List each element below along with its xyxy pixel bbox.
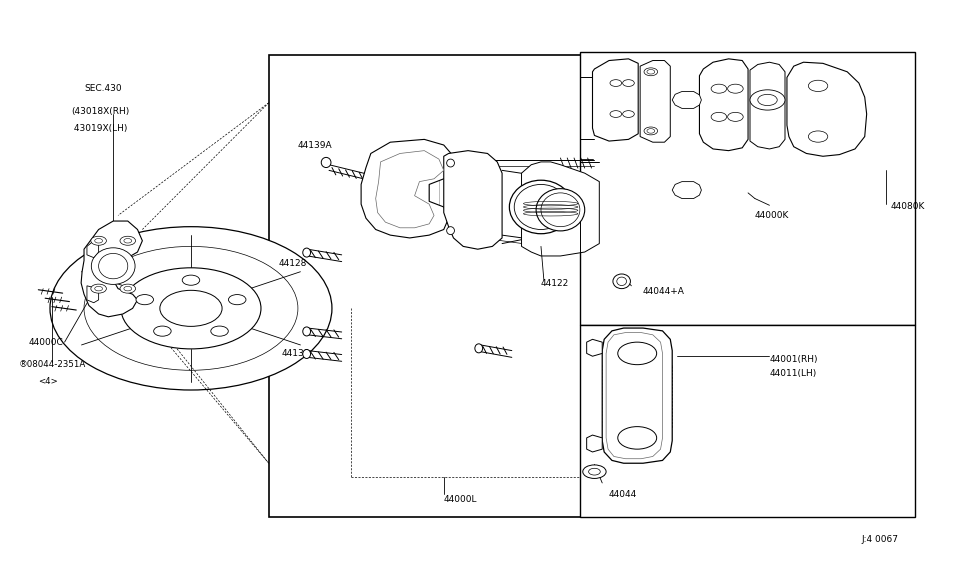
Text: 44011(LH): 44011(LH) — [769, 368, 817, 378]
Circle shape — [124, 238, 132, 243]
Text: 44044+A: 44044+A — [644, 287, 684, 296]
Polygon shape — [87, 241, 98, 258]
Polygon shape — [375, 151, 444, 228]
Bar — [580, 325, 916, 517]
Text: ®08044-2351A: ®08044-2351A — [19, 360, 86, 369]
Circle shape — [727, 112, 743, 121]
Text: 43019X(LH): 43019X(LH) — [71, 123, 128, 132]
Polygon shape — [87, 286, 98, 303]
Polygon shape — [787, 62, 867, 156]
Circle shape — [610, 80, 622, 87]
Circle shape — [647, 128, 655, 133]
Text: 44122: 44122 — [541, 278, 569, 288]
Circle shape — [644, 127, 658, 135]
Text: J:4 0067: J:4 0067 — [862, 535, 899, 544]
Text: (43018X(RH): (43018X(RH) — [71, 107, 130, 115]
Circle shape — [589, 468, 601, 475]
Circle shape — [623, 80, 635, 87]
Bar — [269, 55, 653, 517]
Circle shape — [750, 90, 785, 110]
Circle shape — [228, 294, 246, 305]
Ellipse shape — [541, 193, 580, 226]
Circle shape — [182, 275, 200, 285]
Polygon shape — [593, 59, 639, 141]
Circle shape — [91, 284, 106, 293]
Circle shape — [647, 70, 655, 74]
Polygon shape — [603, 328, 672, 463]
Ellipse shape — [447, 159, 454, 167]
Circle shape — [160, 290, 222, 327]
Text: 44044: 44044 — [609, 490, 638, 499]
Circle shape — [610, 111, 622, 117]
Circle shape — [120, 236, 136, 245]
Ellipse shape — [303, 248, 311, 257]
Ellipse shape — [509, 180, 572, 234]
Circle shape — [50, 226, 332, 390]
Text: SEC.430: SEC.430 — [84, 84, 122, 93]
Polygon shape — [641, 61, 670, 142]
Polygon shape — [587, 340, 603, 356]
Ellipse shape — [475, 344, 483, 353]
Circle shape — [711, 84, 726, 93]
Polygon shape — [361, 139, 453, 238]
Circle shape — [124, 286, 132, 291]
Text: 44001(RH): 44001(RH) — [769, 354, 818, 363]
Circle shape — [758, 95, 777, 106]
Ellipse shape — [514, 185, 567, 229]
Text: 44080K: 44080K — [891, 203, 925, 212]
Circle shape — [623, 111, 635, 117]
Text: 44128: 44128 — [279, 259, 307, 268]
Ellipse shape — [536, 188, 585, 231]
Text: 44000K: 44000K — [755, 211, 789, 220]
Circle shape — [211, 326, 228, 336]
Ellipse shape — [303, 327, 311, 336]
Circle shape — [808, 131, 828, 142]
Circle shape — [711, 112, 726, 121]
Ellipse shape — [303, 349, 311, 358]
Text: 44000C: 44000C — [28, 338, 63, 346]
Polygon shape — [672, 92, 701, 109]
Text: 44139: 44139 — [282, 349, 310, 358]
Circle shape — [644, 68, 658, 76]
Ellipse shape — [613, 274, 631, 289]
Circle shape — [120, 284, 136, 293]
Polygon shape — [672, 182, 701, 199]
Circle shape — [154, 326, 172, 336]
Polygon shape — [587, 435, 603, 452]
Circle shape — [121, 268, 261, 349]
Circle shape — [618, 427, 657, 449]
Circle shape — [583, 465, 606, 478]
Polygon shape — [522, 162, 600, 256]
Text: 44139A: 44139A — [298, 140, 332, 149]
Circle shape — [618, 342, 657, 365]
Ellipse shape — [447, 226, 454, 234]
Polygon shape — [81, 221, 142, 317]
Ellipse shape — [321, 157, 331, 168]
Circle shape — [727, 84, 743, 93]
Bar — [580, 52, 916, 325]
Polygon shape — [444, 151, 502, 249]
Circle shape — [808, 80, 828, 92]
Circle shape — [91, 236, 106, 245]
Circle shape — [136, 294, 153, 305]
Circle shape — [95, 286, 102, 291]
Ellipse shape — [617, 277, 627, 285]
Ellipse shape — [92, 248, 136, 284]
Text: 44000L: 44000L — [444, 495, 477, 504]
Ellipse shape — [98, 254, 128, 279]
Circle shape — [95, 238, 102, 243]
Polygon shape — [699, 59, 748, 151]
Polygon shape — [750, 62, 785, 149]
Text: <4>: <4> — [38, 377, 58, 386]
